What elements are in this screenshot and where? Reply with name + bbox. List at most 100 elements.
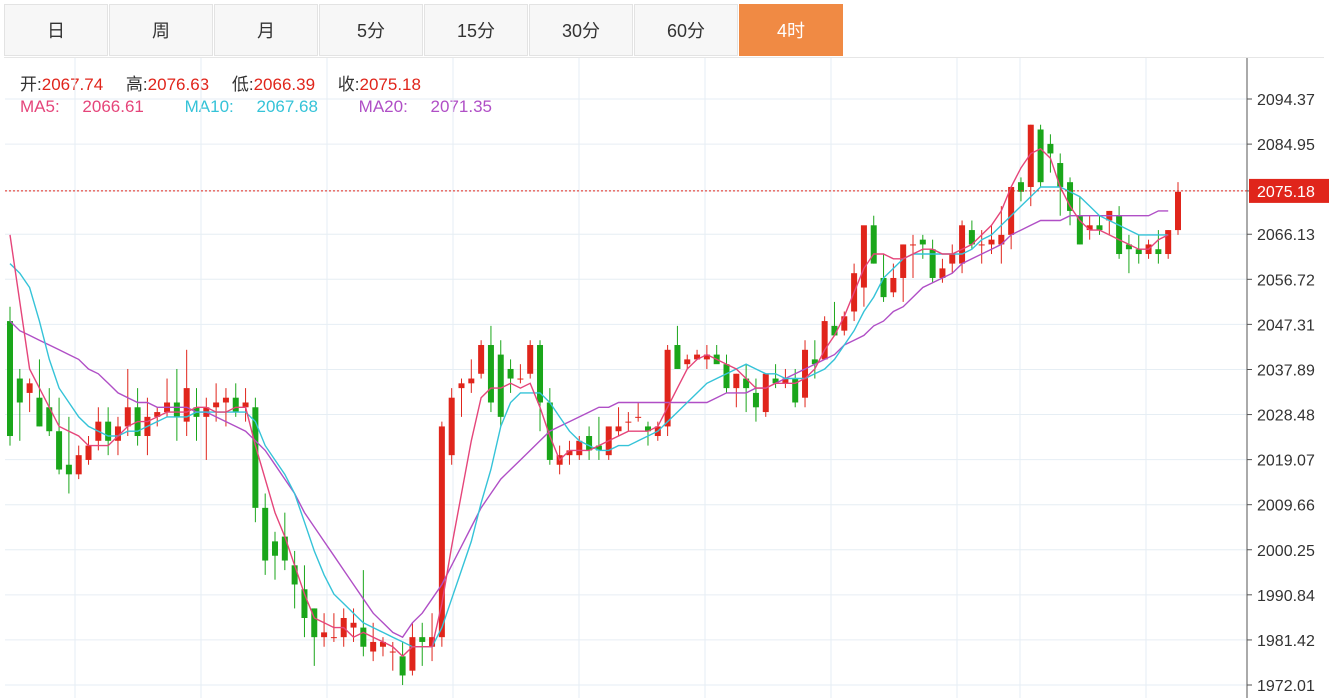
- candle-body: [26, 383, 33, 393]
- close-label: 收:: [337, 75, 360, 94]
- candle-body: [664, 349, 671, 427]
- candle-body: [242, 402, 249, 408]
- candle-body: [1057, 163, 1064, 187]
- candle-body: [998, 234, 1005, 245]
- candle-body: [821, 321, 828, 360]
- candle-body: [370, 641, 377, 652]
- last-price-label: 2075.18: [1257, 184, 1315, 201]
- last-price-tag: [1249, 178, 1329, 203]
- candle-body: [517, 378, 524, 380]
- y-axis-tick-label: 2066.13: [1257, 227, 1315, 244]
- candle-body: [939, 268, 946, 278]
- candle-body: [644, 426, 651, 432]
- candle-body: [232, 397, 239, 413]
- candle-body: [497, 354, 504, 417]
- candle-body: [752, 392, 759, 408]
- candle-body: [438, 426, 445, 638]
- y-axis-tick-label: 2056.72: [1257, 272, 1315, 289]
- tab-15min[interactable]: 15分: [424, 4, 528, 56]
- tab-30min[interactable]: 30分: [529, 4, 633, 56]
- y-axis-tick-label: 2047.31: [1257, 317, 1315, 334]
- candle-body: [743, 378, 750, 389]
- close-value: 2075.18: [359, 75, 421, 94]
- ma-readout: MA5: 2066.61 MA10: 2067.68 MA20: 2071.35: [20, 97, 528, 117]
- candle-body: [311, 608, 318, 638]
- candle-body: [458, 383, 465, 389]
- candle-body: [1096, 225, 1103, 231]
- tab-month[interactable]: 月: [214, 4, 318, 56]
- candle-body: [7, 321, 13, 437]
- candle-body: [213, 402, 220, 408]
- candlestick-chart[interactable]: 2094.37 2084.95 2066.13 2056.72 2047.31 2037.…: [0, 58, 1329, 698]
- candle-body: [291, 565, 298, 585]
- candle-body: [782, 378, 789, 384]
- candle-body: [1155, 249, 1162, 255]
- candle-body: [468, 378, 475, 384]
- y-axis-tick-label: 1972.01: [1257, 678, 1315, 695]
- open-label: 开:: [20, 75, 42, 94]
- candle-body: [537, 345, 544, 403]
- ohlc-readout: 开:2067.74 高:2076.63 低:2066.39 收:2075.18: [20, 70, 439, 95]
- ma5-readout: MA5: 2066.61: [20, 97, 162, 116]
- candle-body: [281, 536, 288, 561]
- tab-5min[interactable]: 5分: [319, 4, 423, 56]
- tab-60min[interactable]: 60分: [634, 4, 738, 56]
- candle-body: [507, 368, 514, 379]
- candle-body: [399, 656, 406, 676]
- y-axis-tick-label: 2084.95: [1257, 137, 1315, 154]
- y-axis-tick-label: 2000.25: [1257, 543, 1315, 560]
- candle-body: [703, 354, 710, 360]
- candle-body: [1027, 124, 1034, 187]
- candle-body: [1116, 215, 1123, 255]
- candle-body: [1067, 182, 1074, 211]
- low-label: 低:: [231, 75, 254, 94]
- candle-body: [890, 277, 897, 293]
- candle-body: [448, 397, 455, 456]
- candle-body: [959, 225, 966, 264]
- candle-body: [1076, 215, 1083, 245]
- candle-body: [173, 402, 180, 417]
- candle-body: [811, 359, 818, 365]
- candle-body: [350, 622, 357, 628]
- ma5-label: MA5:: [20, 97, 60, 116]
- candle-body: [46, 407, 53, 432]
- candle-body: [949, 254, 956, 264]
- ma20-value: 2071.35: [430, 97, 492, 116]
- ma10-readout: MA10: 2067.68: [185, 97, 336, 116]
- candle-body: [272, 541, 279, 556]
- candle-body: [1125, 244, 1132, 250]
- low-value: 2066.39: [253, 75, 316, 94]
- candle-body: [694, 354, 701, 360]
- candle-body: [968, 230, 975, 245]
- candle-body: [105, 421, 112, 441]
- candle-body: [478, 345, 485, 374]
- candle-body: [684, 359, 691, 365]
- candle-body: [56, 431, 63, 470]
- candle-body: [870, 225, 877, 264]
- candle-body: [1017, 182, 1024, 192]
- y-axis-tick-label: 2037.89: [1257, 362, 1315, 379]
- candle-body: [733, 373, 740, 389]
- tab-week[interactable]: 周: [109, 4, 213, 56]
- candle-body: [625, 421, 632, 423]
- candle-body: [635, 416, 642, 418]
- candle-body: [929, 249, 936, 278]
- candle-body: [900, 244, 907, 278]
- candle-body: [860, 225, 867, 288]
- candle-body: [1037, 129, 1044, 183]
- tab-day[interactable]: 日: [4, 4, 108, 56]
- candle-body: [1175, 191, 1181, 231]
- y-axis-tick-label: 1981.42: [1257, 633, 1315, 650]
- candle-body: [85, 445, 92, 460]
- y-axis-tick-label: 2009.66: [1257, 498, 1315, 515]
- candle-body: [487, 345, 494, 403]
- candle-body: [360, 627, 367, 647]
- candle-body: [988, 239, 995, 245]
- ma5-line: [9, 147, 1169, 658]
- candle-body: [576, 440, 583, 456]
- candle-body: [379, 641, 386, 647]
- candle-body: [595, 445, 602, 451]
- candle-body: [674, 345, 681, 369]
- candle-body: [301, 589, 308, 618]
- tab-4hour[interactable]: 4时: [739, 4, 843, 56]
